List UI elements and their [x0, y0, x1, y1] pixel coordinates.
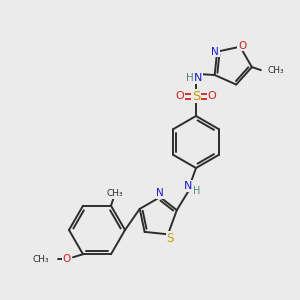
Text: O: O	[208, 91, 216, 101]
Text: N: N	[156, 188, 164, 198]
Text: S: S	[166, 232, 174, 245]
Text: CH₃: CH₃	[268, 66, 284, 75]
Text: H: H	[193, 186, 201, 196]
Text: N: N	[211, 46, 219, 57]
Text: O: O	[176, 91, 184, 101]
Text: CH₃: CH₃	[32, 255, 49, 264]
Text: N: N	[194, 73, 202, 83]
Text: CH₃: CH₃	[107, 189, 123, 198]
Text: O: O	[63, 254, 71, 264]
Text: S: S	[192, 89, 200, 103]
Text: N: N	[184, 181, 192, 191]
Text: H: H	[186, 73, 194, 83]
Text: O: O	[238, 41, 246, 51]
